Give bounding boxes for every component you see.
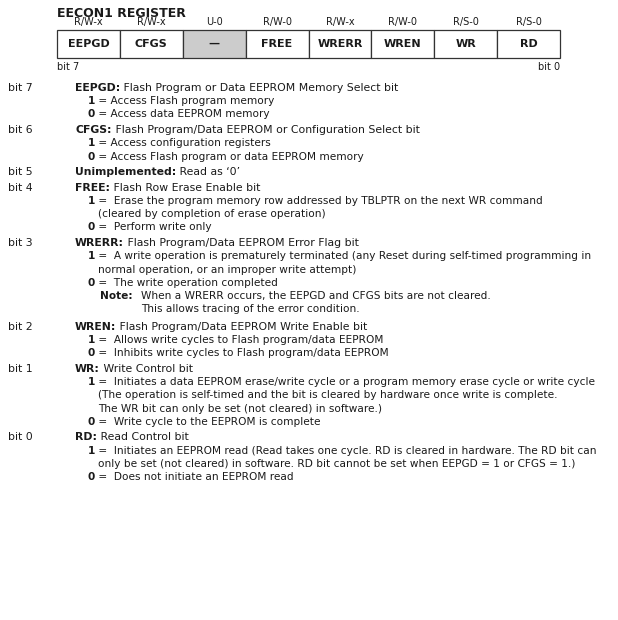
Text: WREN: WREN [384, 39, 421, 49]
Text: only be set (not cleared) in software. RD bit cannot be set when EEPGD = 1 or CF: only be set (not cleared) in software. R… [98, 459, 575, 469]
Text: bit 3: bit 3 [8, 238, 33, 248]
Text: RD: RD [520, 39, 538, 49]
Text: 1: 1 [88, 138, 95, 148]
Text: 0: 0 [88, 109, 95, 120]
Text: U-0: U-0 [206, 17, 222, 27]
Text: =  Allows write cycles to Flash program/data EEPROM: = Allows write cycles to Flash program/d… [95, 335, 384, 345]
Text: Read as ‘0’: Read as ‘0’ [176, 167, 240, 177]
Text: Write Control bit: Write Control bit [100, 364, 193, 374]
Text: EECON1 REGISTER: EECON1 REGISTER [57, 7, 186, 20]
Text: =  Perform write only: = Perform write only [95, 223, 212, 232]
Text: =  Inhibits write cycles to Flash program/data EEPROM: = Inhibits write cycles to Flash program… [95, 348, 389, 358]
Text: normal operation, or an improper write attempt): normal operation, or an improper write a… [98, 265, 357, 275]
Text: bit 0: bit 0 [8, 433, 33, 443]
Text: Flash Program/Data EEPROM Error Flag bit: Flash Program/Data EEPROM Error Flag bit [124, 238, 359, 248]
Text: =  The write operation completed: = The write operation completed [95, 278, 278, 288]
Bar [308, 30, 371, 58]
Text: =  Write cycle to the EEPROM is complete: = Write cycle to the EEPROM is complete [95, 417, 321, 427]
Text: =  Erase the program memory row addressed by TBLPTR on the next WR command: = Erase the program memory row addressed… [95, 196, 543, 206]
Bar [57, 30, 120, 58]
Text: =  A write operation is prematurely terminated (any Reset during self-timed prog: = A write operation is prematurely termi… [95, 251, 591, 262]
Text: Unimplemented:: Unimplemented: [75, 167, 176, 177]
Text: =  Does not initiate an EEPROM read: = Does not initiate an EEPROM read [95, 472, 294, 482]
Text: bit 0: bit 0 [538, 62, 560, 72]
Text: (The operation is self-timed and the bit is cleared by hardware once write is co: (The operation is self-timed and the bit… [98, 391, 557, 401]
Text: R/S-0: R/S-0 [515, 17, 541, 27]
Text: 0: 0 [88, 151, 95, 161]
Text: =  Initiates an EEPROM read (Read takes one cycle. RD is cleared in hardware. Th: = Initiates an EEPROM read (Read takes o… [95, 446, 597, 456]
Text: FREE:: FREE: [75, 183, 110, 193]
Text: = Access Flash program memory: = Access Flash program memory [95, 96, 275, 106]
Text: 0: 0 [88, 278, 95, 288]
Text: 0: 0 [88, 223, 95, 232]
Bar [245, 30, 308, 58]
Text: When a WRERR occurs, the EEPGD and CFGS bits are not cleared.: When a WRERR occurs, the EEPGD and CFGS … [141, 291, 490, 301]
Text: =  Initiates a data EEPROM erase/write cycle or a program memory erase cycle or : = Initiates a data EEPROM erase/write cy… [95, 377, 595, 388]
Text: bit 5: bit 5 [8, 167, 33, 177]
Text: Read Control bit: Read Control bit [97, 433, 188, 443]
Text: Note:: Note: [100, 291, 133, 301]
Text: 1: 1 [88, 196, 95, 206]
Text: R/W-x: R/W-x [74, 17, 103, 27]
Bar [183, 30, 245, 58]
Text: 0: 0 [88, 348, 95, 358]
Text: Flash Program/Data EEPROM Write Enable bit: Flash Program/Data EEPROM Write Enable b… [116, 322, 368, 332]
Text: FREE: FREE [261, 39, 293, 49]
Text: WRERR:: WRERR: [75, 238, 124, 248]
Text: —: — [209, 39, 220, 49]
Text: CFGS: CFGS [135, 39, 167, 49]
Text: WR: WR [455, 39, 476, 49]
Text: 1: 1 [88, 251, 95, 262]
Text: R/W-x: R/W-x [326, 17, 354, 27]
Bar [434, 30, 497, 58]
Text: The WR bit can only be set (not cleared) in software.): The WR bit can only be set (not cleared)… [98, 404, 382, 414]
Text: EEPGD: EEPGD [67, 39, 109, 49]
Text: RD:: RD: [75, 433, 97, 443]
Text: bit 4: bit 4 [8, 183, 33, 193]
Text: CFGS:: CFGS: [75, 125, 111, 135]
Text: Flash Program/Data EEPROM or Configuration Select bit: Flash Program/Data EEPROM or Configurati… [111, 125, 420, 135]
Text: 0: 0 [88, 472, 95, 482]
Text: This allows tracing of the error condition.: This allows tracing of the error conditi… [141, 304, 359, 314]
Text: WR:: WR: [75, 364, 100, 374]
Text: EEPGD:: EEPGD: [75, 83, 121, 93]
Bar [120, 30, 183, 58]
Text: bit 2: bit 2 [8, 322, 33, 332]
Text: = Access configuration registers: = Access configuration registers [95, 138, 271, 148]
Text: = Access data EEPROM memory: = Access data EEPROM memory [95, 109, 270, 120]
Text: WREN:: WREN: [75, 322, 116, 332]
Text: (cleared by completion of erase operation): (cleared by completion of erase operatio… [98, 210, 326, 219]
Text: Flash Row Erase Enable bit: Flash Row Erase Enable bit [110, 183, 260, 193]
Text: 1: 1 [88, 96, 95, 106]
Text: R/S-0: R/S-0 [453, 17, 478, 27]
Bar [497, 30, 560, 58]
Text: bit 7: bit 7 [8, 83, 33, 93]
Text: 1: 1 [88, 446, 95, 456]
Text: WRERR: WRERR [317, 39, 363, 49]
Text: = Access Flash program or data EEPROM memory: = Access Flash program or data EEPROM me… [95, 151, 364, 161]
Text: 1: 1 [88, 335, 95, 345]
Text: 1: 1 [88, 377, 95, 388]
Text: bit 7: bit 7 [57, 62, 79, 72]
Text: bit 1: bit 1 [8, 364, 33, 374]
Text: 0: 0 [88, 417, 95, 427]
Text: R/W-0: R/W-0 [388, 17, 417, 27]
Text: Flash Program or Data EEPROM Memory Select bit: Flash Program or Data EEPROM Memory Sele… [121, 83, 399, 93]
Text: R/W-x: R/W-x [137, 17, 166, 27]
Bar [371, 30, 434, 58]
Text: R/W-0: R/W-0 [263, 17, 292, 27]
Text: bit 6: bit 6 [8, 125, 33, 135]
